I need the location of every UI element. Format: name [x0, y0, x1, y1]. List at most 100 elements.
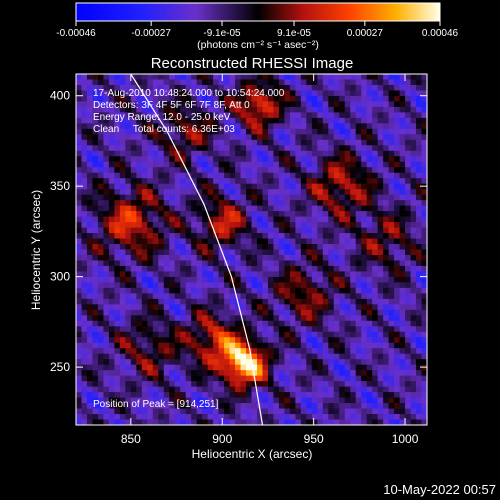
heatmap-cell	[416, 315, 423, 322]
heatmap-cell	[246, 183, 253, 190]
heatmap-cell	[256, 315, 264, 322]
heatmap-cell	[191, 134, 198, 141]
heatmap-cell	[196, 249, 203, 256]
heatmap-cell	[251, 161, 258, 168]
heatmap-cell	[355, 194, 362, 201]
heatmap-cell	[158, 414, 165, 421]
heatmap-cell	[383, 183, 390, 190]
heatmap-cell	[372, 145, 379, 152]
heatmap-cell	[416, 419, 423, 425]
heatmap-cell	[350, 293, 357, 300]
heatmap-cell	[399, 320, 406, 327]
heatmap-cell	[125, 403, 132, 410]
heatmap-cell	[383, 419, 390, 425]
heatmap-cell	[163, 331, 170, 338]
heatmap-cell	[240, 326, 247, 333]
heatmap-cell	[136, 353, 143, 360]
heatmap-cell	[97, 172, 105, 179]
heatmap-cell	[405, 90, 412, 97]
heatmap-cell	[152, 106, 159, 113]
heatmap-cell	[191, 337, 198, 344]
heatmap-cell	[141, 101, 148, 108]
heatmap-cell	[262, 216, 269, 223]
heatmap-cell	[416, 276, 423, 283]
heatmap-cell	[180, 298, 187, 305]
heatmap-cell	[141, 216, 148, 223]
heatmap-cell	[267, 117, 275, 124]
heatmap-cell	[125, 326, 132, 333]
heatmap-cell	[372, 309, 379, 316]
heatmap-cell	[388, 337, 395, 344]
heatmap-cell	[152, 172, 159, 179]
heatmap-cell	[213, 326, 220, 333]
heatmap-cell	[394, 233, 401, 240]
heatmap-cell	[119, 331, 126, 338]
heatmap-cell	[169, 233, 176, 240]
heatmap-cell	[311, 101, 318, 108]
heatmap-cell	[284, 74, 291, 81]
heatmap-cell	[185, 392, 192, 399]
heatmap-cell	[207, 419, 214, 425]
heatmap-cell	[218, 123, 225, 130]
heatmap-cell	[300, 392, 307, 399]
heatmap-cell	[366, 364, 373, 371]
heatmap-cell	[311, 331, 318, 338]
heatmap-cell	[163, 342, 170, 349]
heatmap-cell	[147, 139, 154, 146]
heatmap-cell	[256, 381, 264, 388]
heatmap-cell	[295, 211, 302, 218]
heatmap-cell	[372, 403, 379, 410]
heatmap-cell	[328, 79, 335, 86]
heatmap-cell	[405, 337, 412, 344]
heatmap-cell	[383, 375, 390, 382]
heatmap-cell	[103, 216, 110, 223]
heatmap-cell	[350, 156, 357, 163]
heatmap-cell	[377, 348, 384, 355]
heatmap-cell	[152, 112, 159, 119]
heatmap-cell	[284, 320, 291, 327]
heatmap-cell	[97, 79, 105, 86]
heatmap-cell	[246, 331, 253, 338]
heatmap-cell	[136, 293, 143, 300]
heatmap-cell	[246, 238, 253, 245]
heatmap-cell	[311, 156, 318, 163]
heatmap-cell	[339, 222, 346, 229]
heatmap-cell	[251, 244, 258, 251]
heatmap-cell	[147, 331, 154, 338]
heatmap-cell	[377, 337, 384, 344]
heatmap-cell	[86, 353, 94, 360]
heatmap-cell	[350, 106, 357, 113]
heatmap-cell	[92, 189, 99, 196]
heatmap-cell	[289, 227, 296, 234]
heatmap-cell	[350, 375, 357, 382]
heatmap-cell	[328, 265, 335, 273]
heatmap-cell	[108, 128, 115, 135]
heatmap-cell	[405, 381, 412, 388]
heatmap-cell	[103, 359, 110, 366]
heatmap-cell	[262, 244, 269, 251]
heatmap-cell	[306, 419, 313, 425]
heatmap-cell	[81, 397, 88, 404]
heatmap-cell	[180, 205, 187, 212]
heatmap-cell	[119, 128, 126, 135]
chart-title: Reconstructed RHESSI Image	[151, 55, 354, 72]
heatmap-cell	[185, 227, 192, 234]
heatmap-cell	[328, 238, 335, 245]
heatmap-cell	[202, 101, 209, 108]
heatmap-cell	[119, 194, 126, 201]
heatmap-cell	[361, 408, 368, 415]
heatmap-cell	[405, 271, 412, 278]
heatmap-cell	[97, 337, 105, 344]
heatmap-cell	[191, 211, 198, 218]
heatmap-cell	[355, 167, 362, 174]
heatmap-cell	[262, 150, 269, 157]
heatmap-cell	[256, 293, 264, 300]
heatmap-cell	[333, 392, 340, 399]
heatmap-cell	[224, 298, 231, 305]
heatmap-cell	[273, 282, 280, 289]
heatmap-cell	[405, 419, 412, 425]
heatmap-cell	[273, 238, 280, 245]
heatmap-cell	[180, 364, 187, 371]
heatmap-cell	[284, 271, 291, 278]
heatmap-cell	[344, 331, 351, 338]
